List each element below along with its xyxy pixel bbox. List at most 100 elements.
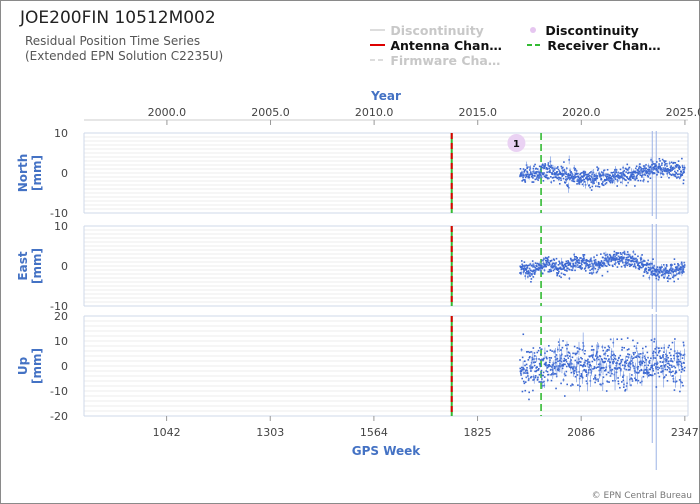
data-point (558, 170, 561, 172)
data-point (618, 258, 621, 261)
data-point (585, 371, 588, 373)
gps-week-tick-label: 1042 (153, 426, 181, 439)
data-point (619, 168, 622, 171)
data-point (662, 355, 664, 357)
data-point (637, 173, 640, 175)
data-point (619, 172, 622, 174)
legend-item-antenna-change[interactable]: Antenna Chan… (370, 38, 502, 53)
data-point (523, 270, 525, 272)
data-point (647, 263, 649, 266)
data-point (630, 260, 633, 263)
data-point (682, 172, 684, 174)
data-point (543, 376, 546, 378)
data-point (541, 272, 544, 275)
data-point (674, 165, 677, 167)
legend-item-discontinuity-marker[interactable]: Discontinuity (527, 23, 639, 38)
data-point (530, 280, 532, 283)
gps-week-tick-label: 1564 (360, 426, 388, 439)
line-swatch-icon (370, 44, 385, 46)
data-point (553, 172, 556, 174)
data-point (568, 263, 570, 266)
data-point (594, 376, 596, 378)
data-point (532, 167, 535, 170)
data-point (567, 357, 570, 359)
data-point (628, 259, 630, 261)
data-point (634, 170, 636, 173)
data-point (660, 176, 663, 179)
data-point (522, 267, 525, 270)
data-point (639, 174, 642, 176)
data-point (553, 179, 555, 182)
data-point (669, 170, 672, 172)
data-point (593, 367, 596, 370)
gps-week-tick-label: 2347 (671, 426, 699, 439)
data-point (634, 179, 637, 181)
data-point (611, 257, 614, 260)
data-point (548, 357, 551, 359)
legend-item-discontinuity-line[interactable]: Discontinuity (370, 23, 484, 38)
data-point (613, 360, 615, 363)
data-point (615, 368, 617, 370)
panel-east: 10 0 -10 East[mm] (16, 220, 689, 313)
data-point (578, 360, 581, 363)
data-point (635, 165, 638, 168)
data-point (658, 375, 661, 378)
data-point (663, 170, 665, 172)
data-point (636, 259, 638, 261)
data-point (638, 371, 640, 374)
data-point (531, 175, 533, 178)
data-point (566, 178, 568, 180)
data-point (543, 175, 546, 178)
data-point (624, 365, 627, 368)
data-point (533, 272, 536, 274)
y-axis-title-line: [mm] (30, 348, 44, 384)
data-point (622, 257, 625, 260)
data-point (543, 357, 545, 360)
data-point (607, 355, 609, 357)
data-point (626, 163, 629, 166)
data-point (638, 264, 640, 267)
data-point (674, 170, 676, 173)
dashed-line-swatch-icon (370, 59, 385, 61)
data-point (525, 363, 528, 366)
data-point (595, 355, 597, 357)
data-point (617, 258, 619, 261)
data-point (568, 352, 571, 354)
data-point (639, 381, 642, 384)
data-point (535, 370, 537, 373)
data-point (604, 183, 607, 185)
data-point (676, 361, 679, 364)
data-point (550, 259, 553, 262)
legend-item-firmware-change[interactable]: Firmware Cha… (370, 53, 500, 68)
data-point (680, 261, 683, 264)
data-point (671, 264, 673, 266)
data-point (546, 370, 549, 373)
data-point (595, 174, 598, 177)
data-point (532, 270, 534, 273)
data-point (678, 168, 681, 171)
data-point (546, 260, 549, 263)
data-point (601, 174, 603, 177)
data-point (526, 264, 529, 267)
data-point (660, 365, 662, 367)
data-point (587, 264, 589, 267)
data-point (637, 355, 640, 357)
data-point (565, 365, 568, 368)
data-point (546, 257, 549, 259)
data-point (565, 173, 568, 176)
data-point (580, 172, 583, 174)
data-point (653, 357, 655, 359)
data-point (679, 166, 681, 169)
data-point (645, 268, 648, 270)
data-point (680, 362, 683, 365)
data-point (570, 359, 572, 361)
gps-week-tick-label: 1303 (256, 426, 284, 439)
data-point (562, 265, 564, 268)
data-point (619, 175, 622, 178)
data-point (631, 255, 634, 258)
data-point (665, 353, 667, 356)
data-point (585, 258, 588, 261)
legend-item-receiver-change[interactable]: Receiver Chan… (527, 38, 661, 53)
data-point (569, 355, 571, 358)
data-point (636, 174, 638, 177)
